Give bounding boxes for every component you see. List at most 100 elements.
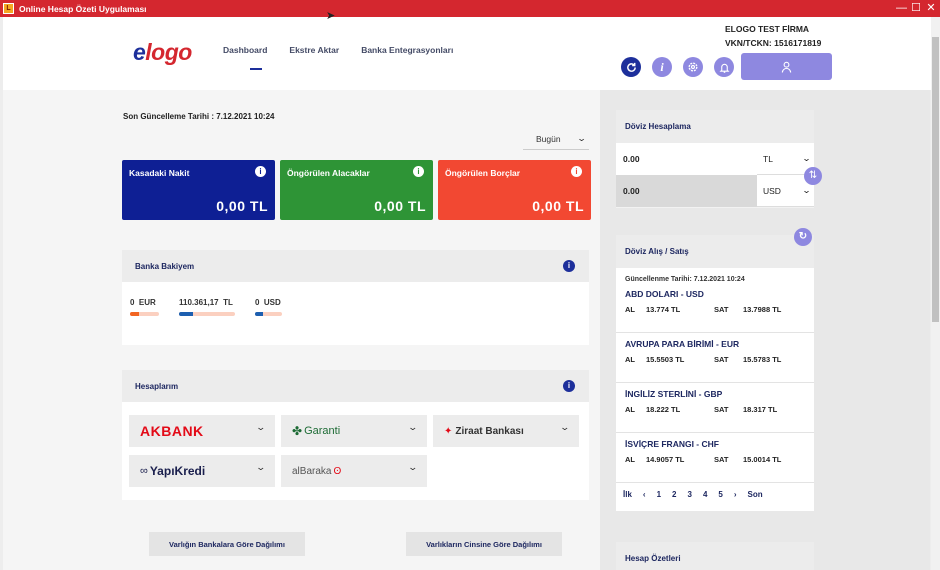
info-icon[interactable]: i (652, 57, 672, 77)
window-title: Online Hesap Özeti Uygulaması (19, 3, 147, 14)
app-header: elogo Dashboard Ekstre Aktar Banka Enteg… (3, 17, 938, 90)
nav-dashboard[interactable]: Dashboard (223, 45, 268, 70)
section-title: Hesaplarım i (122, 370, 589, 402)
balance-eur: 0 EUR (130, 298, 159, 316)
info-icon[interactable]: i (413, 166, 424, 177)
page-3[interactable]: 3 (687, 490, 692, 499)
user-button[interactable] (741, 53, 832, 80)
bank-akbank[interactable]: AKBANK ⌄ (129, 415, 275, 447)
rate-item: İSVİÇRE FRANGI - CHF AL 14.9057 TL SAT 15.0… (616, 433, 814, 483)
main-content: Son Güncelleme Tarihi : 7.12.2021 10:24 … (3, 90, 600, 570)
page-4[interactable]: 4 (702, 490, 708, 499)
refresh-icon[interactable] (621, 57, 641, 77)
rate-item: İNGİLİZ STERLİNİ - GBP AL 18.222 TL SAT 18.… (616, 383, 814, 433)
page-last[interactable]: Son (747, 490, 763, 499)
chevron-down-icon: ⌄ (801, 153, 812, 163)
summaries-title: Hesap Özetleri (616, 542, 814, 570)
rates-pagination: İlk ‹ 1 2 3 4 5 › Son (616, 483, 814, 499)
info-icon[interactable]: i (563, 380, 575, 392)
card-title: Öngörülen Borçlar (445, 168, 521, 178)
bank-balance-section: Banka Bakiyem i 0 EUR 110.361,17 TL 0 US… (122, 250, 589, 345)
akbank-logo: AKBANK (140, 423, 204, 439)
bank-grid: AKBANK ⌄ ✤ Garanti ⌄ ✦ Ziraat Bankası ⌄ … (122, 402, 589, 487)
chevron-down-icon: ⌄ (407, 462, 419, 472)
page-first[interactable]: İlk (623, 490, 632, 499)
main-nav: Dashboard Ekstre Aktar Banka Entegrasyon… (223, 45, 454, 70)
close-button[interactable]: ✕ (926, 2, 936, 14)
distribution-by-type-button[interactable]: Varlıkların Cinsine Göre Dağılımı (406, 532, 562, 556)
bank-ziraat[interactable]: ✦ Ziraat Bankası ⌄ (433, 415, 579, 447)
page-5[interactable]: 5 (718, 490, 723, 499)
bank-garanti[interactable]: ✤ Garanti ⌄ (281, 415, 427, 447)
nav-banka-entegrasyonlari[interactable]: Banka Entegrasyonları (361, 45, 454, 55)
minimize-button[interactable]: — (896, 2, 907, 14)
albaraka-icon: ʘ (333, 465, 342, 477)
side-panel: Döviz Hesaplama 0.00 TL ⌄ 0.00 USD ⌄ ⇅ D… (600, 90, 930, 570)
chevron-down-icon: ⌄ (801, 185, 812, 195)
page-2[interactable]: 2 (672, 490, 677, 499)
rate-item: ABD DOLARI - USD AL 13.774 TL SAT 13.7988 T… (616, 283, 814, 333)
balance-bar (255, 312, 282, 316)
section-title: Banka Bakiyem i (122, 250, 589, 282)
balance-bar-fill (130, 312, 139, 316)
period-value: Bugün (536, 133, 561, 144)
info-icon[interactable]: i (563, 260, 575, 272)
clover-icon: ✤ (292, 424, 303, 438)
elogo-logo[interactable]: elogo (133, 39, 192, 65)
rates-title: Döviz Alış / Satış ↻ (616, 228, 814, 268)
rate-item: AVRUPA PARA BİRİMİ - EUR AL 15.5503 TL SAT… (616, 333, 814, 383)
user-icon (781, 61, 792, 73)
mouse-cursor-icon: ➤ (326, 10, 336, 22)
maximize-button[interactable]: ☐ (911, 2, 921, 14)
nav-ekstre-aktar[interactable]: Ekstre Aktar (289, 45, 340, 55)
page-next[interactable]: › (733, 490, 737, 499)
rates-updated: Güncellenme Tarihi: 7.12.2021 10:24 (625, 276, 745, 283)
window-controls: — ☐ ✕ (896, 1, 936, 15)
last-update: Son Güncelleme Tarihi : 7.12.2021 10:24 (123, 112, 275, 121)
card-value: 0,00 TL (216, 198, 268, 214)
currency-converter: Döviz Hesaplama 0.00 TL ⌄ 0.00 USD ⌄ ⇅ (616, 110, 822, 208)
refresh-icon[interactable]: ↻ (794, 228, 812, 246)
chevron-down-icon: ⌄ (559, 422, 571, 432)
scroll-thumb[interactable] (932, 37, 939, 322)
balance-list: 0 EUR 110.361,17 TL 0 USD (122, 282, 589, 316)
chevron-down-icon: ⌄ (576, 133, 587, 143)
period-select[interactable]: Bugün ⌄ (523, 128, 589, 150)
balance-bar (130, 312, 159, 316)
firm-name: ELOGO TEST FİRMA (725, 24, 810, 34)
garanti-logo: Garanti (304, 425, 341, 437)
chevron-down-icon: ⌄ (255, 462, 267, 472)
card-value: 0,00 TL (374, 198, 426, 214)
settings-icon[interactable] (683, 57, 703, 77)
distribution-by-bank-button[interactable]: Varlığın Bankalara Göre Dağılımı (149, 532, 305, 556)
converter-from-row: 0.00 TL ⌄ (616, 143, 814, 175)
balance-usd: 0 USD (255, 298, 282, 316)
chevron-down-icon: ⌄ (255, 422, 267, 432)
from-currency-select[interactable]: TL ⌄ (757, 143, 814, 175)
header-icons: i (621, 57, 734, 77)
albaraka-logo: alBaraka (292, 465, 332, 477)
balance-bar-fill (179, 312, 193, 316)
bell-icon[interactable] (714, 57, 734, 77)
page-1[interactable]: 1 (656, 490, 662, 499)
from-amount-input[interactable]: 0.00 (623, 154, 640, 164)
payables-card: Öngörülen Borçlar i 0,00 TL (438, 160, 591, 220)
converter-title: Döviz Hesaplama (616, 110, 814, 143)
swap-icon[interactable]: ⇅ (804, 167, 822, 185)
bank-albaraka[interactable]: alBaraka ʘ ⌄ (281, 455, 427, 487)
page-prev[interactable]: ‹ (642, 490, 646, 499)
accounts-section: Hesaplarım i AKBANK ⌄ ✤ Garanti ⌄ ✦ Zira… (122, 370, 589, 500)
tax-id: VKN/TCKN: 1516171819 (725, 38, 822, 48)
exchange-rates: Döviz Alış / Satış ↻ Güncellenme Tarihi:… (616, 228, 814, 511)
ziraat-logo: Ziraat Bankası (455, 425, 524, 437)
bank-yapikredi[interactable]: ∞ YapıKredi ⌄ (129, 455, 275, 487)
to-amount-output: 0.00 (616, 175, 757, 207)
window-titlebar: L Online Hesap Özeti Uygulaması — ☐ ✕ (0, 0, 940, 17)
app-icon: L (3, 3, 14, 14)
info-icon[interactable]: i (571, 166, 582, 177)
yapikredi-icon: ∞ (140, 465, 148, 477)
card-title: Öngörülen Alacaklar (287, 168, 370, 178)
ziraat-icon: ✦ (444, 425, 453, 437)
info-icon[interactable]: i (255, 166, 266, 177)
vertical-scrollbar[interactable] (931, 17, 940, 570)
